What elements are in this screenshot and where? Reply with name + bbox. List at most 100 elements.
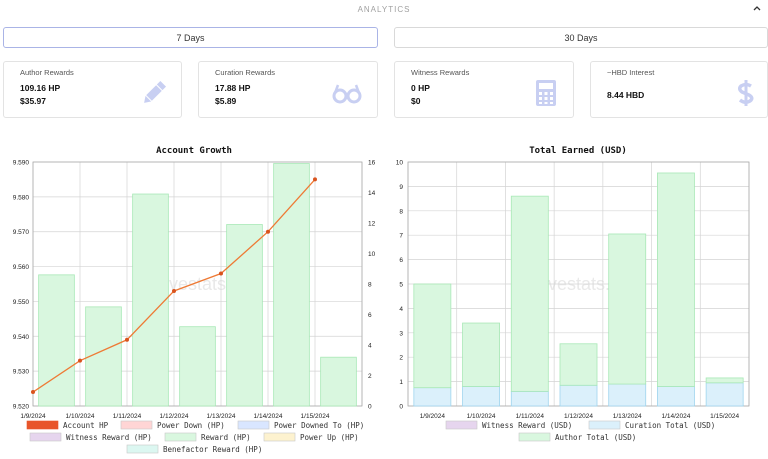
x-tick-label: 1/12/2024 xyxy=(564,413,593,420)
card-value-usd: $5.89 xyxy=(215,96,237,106)
author-bar xyxy=(559,343,598,386)
y-right-tick-label: 12 xyxy=(368,221,376,228)
author-bar xyxy=(657,172,695,387)
dollar-icon xyxy=(737,80,754,106)
y-right-tick-label: 4 xyxy=(368,343,372,350)
y-tick-label: 1 xyxy=(399,379,403,386)
curation-bar xyxy=(559,384,598,407)
y-right-tick-label: 6 xyxy=(368,312,372,319)
pencil-icon xyxy=(144,80,167,103)
y-left-tick-label: 9.550 xyxy=(13,299,30,306)
account-hp-point xyxy=(313,177,317,182)
reward-bar xyxy=(132,193,169,407)
x-tick-label: 1/13/2024 xyxy=(207,413,236,420)
y-left-tick-label: 9.540 xyxy=(13,334,30,341)
legend-swatch xyxy=(126,444,159,454)
account-hp-point xyxy=(31,390,35,395)
y-left-tick-label: 9.530 xyxy=(13,369,30,376)
x-tick-label: 1/10/2024 xyxy=(66,413,95,420)
legend-swatch xyxy=(120,420,153,430)
legend-label: Reward (HP) xyxy=(201,433,251,442)
legend-label: Power Downed To (HP) xyxy=(274,421,364,430)
y-tick-label: 10 xyxy=(396,160,404,167)
x-tick-label: 1/13/2024 xyxy=(613,413,642,420)
y-tick-label: 0 xyxy=(399,404,403,411)
legend-swatch xyxy=(164,432,197,442)
y-tick-label: 5 xyxy=(399,282,403,289)
reward-bar xyxy=(273,163,310,407)
tab-30-days[interactable]: 30 Days xyxy=(394,27,768,48)
x-tick-label: 1/15/2024 xyxy=(710,413,739,420)
card-hbd-interest: ~HBD Interest 8.44 HBD xyxy=(590,61,768,118)
card-witness-rewards: Witness Rewards 0 HP $0 xyxy=(394,61,574,118)
account-hp-point xyxy=(219,271,223,276)
reward-bar xyxy=(179,326,216,407)
curation-bar xyxy=(657,386,695,407)
author-bar xyxy=(510,195,549,392)
y-tick-label: 8 xyxy=(399,208,403,215)
x-tick-label: 1/12/2024 xyxy=(160,413,189,420)
glasses-icon xyxy=(332,84,362,104)
calculator-icon xyxy=(536,80,556,106)
chart-title: Account Growth xyxy=(156,146,232,156)
card-title: Curation Rewards xyxy=(215,68,276,77)
y-left-tick-label: 9.580 xyxy=(13,194,30,201)
legend-label: Account HP xyxy=(63,421,109,430)
curation-bar xyxy=(608,383,647,407)
legend-label: Power Up (HP) xyxy=(300,433,359,442)
y-right-tick-label: 10 xyxy=(368,251,376,258)
y-right-tick-label: 0 xyxy=(368,404,372,411)
legend-swatch xyxy=(445,420,478,430)
card-author-rewards: Author Rewards 109.16 HP $35.97 xyxy=(3,61,182,118)
y-tick-label: 3 xyxy=(399,330,403,337)
x-tick-label: 1/11/2024 xyxy=(516,413,545,420)
x-tick-label: 1/14/2024 xyxy=(254,413,283,420)
reward-bar xyxy=(85,306,122,407)
card-value-hbd: 8.44 HBD xyxy=(607,90,645,100)
card-value-hp: 17.88 HP xyxy=(215,83,251,93)
y-right-tick-label: 14 xyxy=(368,190,376,197)
curation-bar xyxy=(462,386,500,407)
card-title: Witness Rewards xyxy=(411,68,470,77)
reward-bar xyxy=(38,274,75,407)
chevron-up-icon[interactable] xyxy=(752,3,762,13)
legend-label: Author Total (USD) xyxy=(555,433,636,442)
y-tick-label: 7 xyxy=(399,233,403,240)
account-hp-point xyxy=(172,288,176,293)
curation-bar xyxy=(705,382,744,407)
author-bar xyxy=(413,283,452,389)
card-value-hp: 109.16 HP xyxy=(20,83,61,93)
y-left-tick-label: 9.590 xyxy=(13,160,30,167)
y-right-tick-label: 8 xyxy=(368,282,372,289)
y-right-tick-label: 16 xyxy=(368,160,376,167)
reward-bar xyxy=(320,356,357,407)
legend-label: Witness Reward (USD) xyxy=(482,421,572,430)
card-title: ~HBD Interest xyxy=(607,68,655,77)
x-tick-label: 1/9/2024 xyxy=(420,413,446,420)
card-value-usd: $35.97 xyxy=(20,96,46,106)
y-tick-label: 9 xyxy=(399,184,403,191)
legend-swatch xyxy=(29,432,62,442)
account-growth-chart: Account Growth hivestats.io 9.5209.5309.… xyxy=(13,146,376,454)
tab-7-days[interactable]: 7 Days xyxy=(3,27,378,48)
reward-bar xyxy=(226,224,263,407)
x-tick-label: 1/9/2024 xyxy=(20,413,46,420)
tab-7-days-label: 7 Days xyxy=(176,33,205,43)
legend-swatch xyxy=(237,420,270,430)
card-value-hp: 0 HP xyxy=(411,83,430,93)
curation-bar xyxy=(413,387,452,407)
x-tick-label: 1/14/2024 xyxy=(661,413,690,420)
y-left-tick-label: 9.560 xyxy=(13,264,30,271)
legend-label: Power Down (HP) xyxy=(157,421,225,430)
y-tick-label: 6 xyxy=(399,257,403,264)
x-tick-label: 1/15/2024 xyxy=(301,413,330,420)
y-tick-label: 2 xyxy=(399,355,403,362)
analytics-header: ANALYTICS xyxy=(0,0,768,20)
curation-bar xyxy=(510,390,549,407)
legend-swatch xyxy=(263,432,296,442)
account-hp-point xyxy=(78,358,82,363)
analytics-title: ANALYTICS xyxy=(357,5,411,14)
y-left-tick-label: 9.570 xyxy=(13,229,30,236)
author-bar xyxy=(608,233,647,385)
y-tick-label: 4 xyxy=(399,306,403,313)
